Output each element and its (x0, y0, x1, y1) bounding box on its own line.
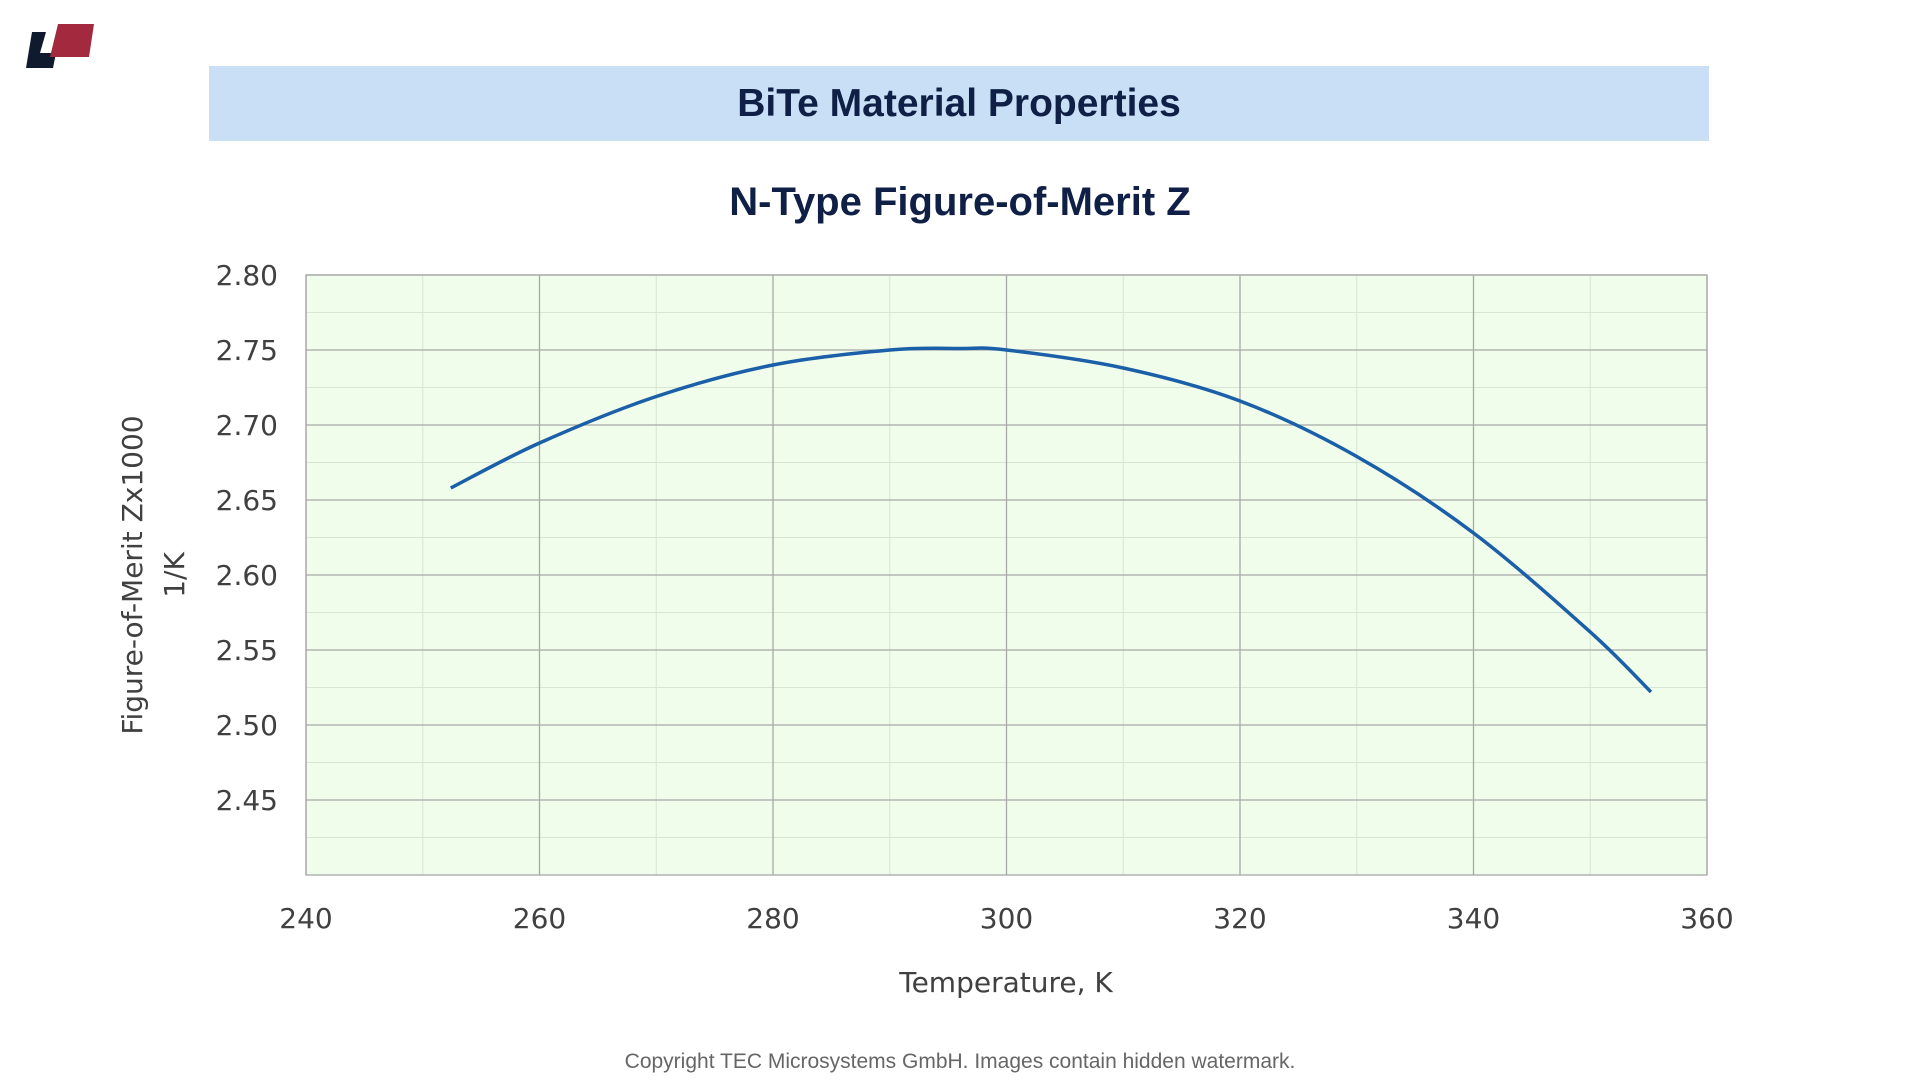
series-layer (449, 346, 1653, 694)
y-tick-label: 2.45 (216, 784, 278, 817)
x-tick-label: 300 (980, 902, 1033, 935)
plot-border (305, 274, 1708, 876)
y-tick-label: 2.70 (216, 409, 278, 442)
x-axis-ticks: 240 260 280 300 320 340 360 (279, 902, 1733, 935)
x-tick-label: 260 (513, 902, 566, 935)
y-tick-label: 2.55 (216, 634, 278, 667)
grid (305, 274, 1708, 876)
x-tick-label: 240 (279, 902, 332, 935)
page-title: BiTe Material Properties (737, 81, 1181, 125)
x-axis-label: Temperature, K (898, 966, 1113, 999)
x-tick-label: 360 (1680, 902, 1733, 935)
y-axis-ticks: 2.45 2.50 2.55 2.60 2.65 2.70 2.75 2.80 (216, 259, 278, 817)
y-tick-label: 2.80 (216, 259, 278, 292)
logo-dark-shape (26, 32, 56, 68)
y-tick-label: 2.65 (216, 484, 278, 517)
series-line (449, 346, 1653, 694)
x-tick-label: 320 (1213, 902, 1266, 935)
company-logo (26, 24, 94, 68)
y-axis-label-line1: Figure-of-Merit Zx1000 (116, 415, 149, 734)
x-tick-label: 340 (1447, 902, 1500, 935)
x-tick-label: 280 (746, 902, 799, 935)
copyright-notice: Copyright TEC Microsystems GmbH. Images … (624, 1050, 1296, 1073)
chart-title: N-Type Figure-of-Merit Z (729, 180, 1191, 224)
y-axis-label-line2: 1/K (158, 552, 191, 598)
y-tick-label: 2.50 (216, 709, 278, 742)
title-banner: BiTe Material Properties (209, 66, 1709, 141)
y-tick-label: 2.75 (216, 334, 278, 367)
logo-red-shape (50, 24, 94, 57)
y-tick-label: 2.60 (216, 559, 278, 592)
